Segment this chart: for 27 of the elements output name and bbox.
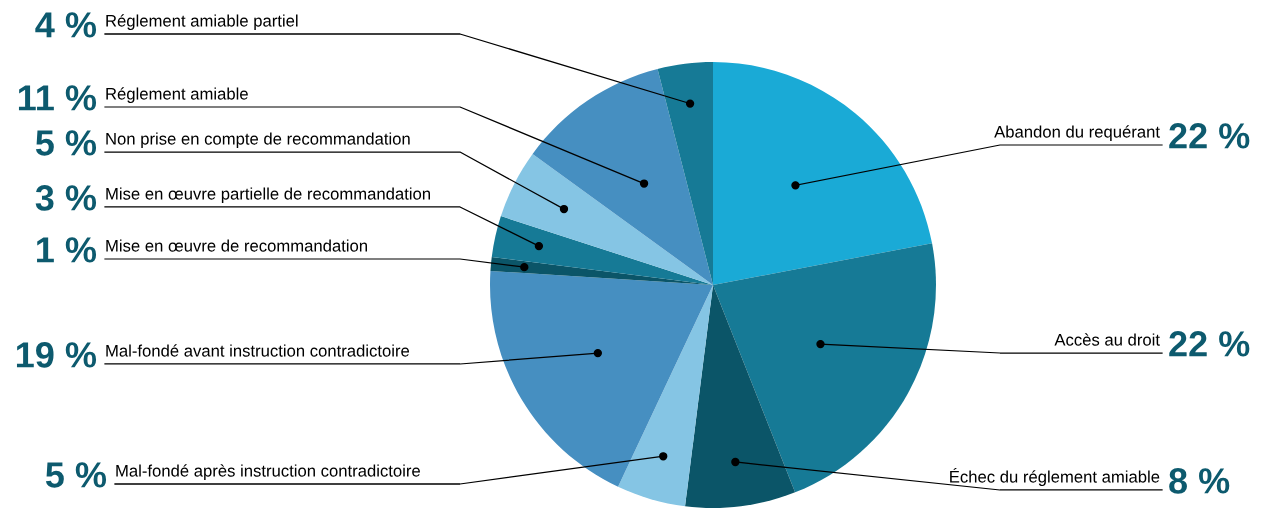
pie-slice [657,62,713,285]
data-label: 8 % [1169,468,1230,494]
data-label: 22 % [1169,331,1250,357]
pie-slice [685,285,796,508]
data-label: 19 % [16,342,97,368]
slice-label: Accès au droit [1054,333,1160,346]
data-label: 4 % [35,12,97,38]
slice-label: Mal-fondé après instruction contradictoire [116,464,420,480]
pie-slice [491,216,713,285]
pie-slice [713,62,933,285]
slice-label: Échec du réglement amiable [950,468,1160,486]
slice-label: Mal-fondé avant instruction contradictoire [106,344,410,357]
slice-label: Mise en œuvre de recommandation [106,239,367,252]
pie-slice [500,153,713,285]
data-label: 22 % [1169,123,1250,149]
slice-label: Mise en œuvre partielle de recommandation [106,187,430,203]
slice-label: Réglement amiable [106,87,248,103]
slice-label: Réglement amiable partiel [106,14,298,30]
data-label: 3 % [35,185,97,211]
data-label: 5 % [35,130,97,156]
data-label: 5 % [45,462,107,488]
slice-label: Non prise en compte de recommandation [106,132,410,148]
pie-slice [618,285,713,507]
data-label: 1 % [37,237,97,263]
pie-slice [713,243,936,493]
data-label: 11 % [18,85,97,111]
slice-label: Abandon du requérant [994,125,1160,141]
